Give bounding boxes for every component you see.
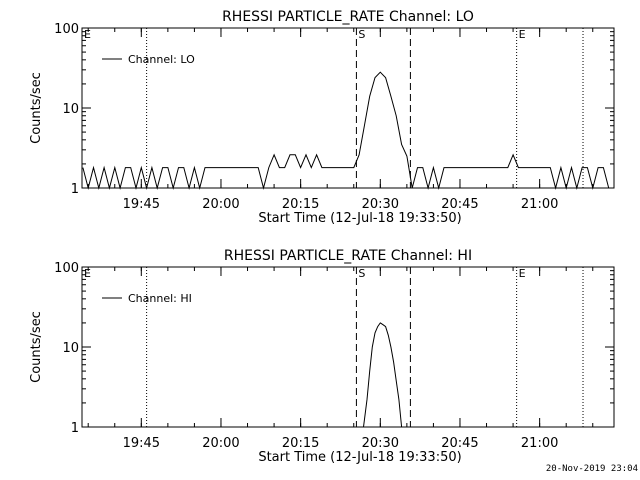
event-marker-label: S: [358, 267, 365, 280]
plot-frame: [81, 27, 615, 189]
y-tick-label: 10: [62, 341, 79, 356]
event-marker-label: E: [84, 267, 91, 280]
plot-frame: [81, 266, 615, 428]
x-tick-label: 20:45: [441, 436, 478, 451]
y-axis-label: Counts/sec: [29, 72, 44, 144]
y-tick-label: 1: [71, 421, 79, 436]
x-tick-label: 20:30: [362, 436, 399, 451]
event-marker-label: S: [358, 28, 365, 41]
chart-title: RHESSI PARTICLE_RATE Channel: LO: [222, 9, 474, 25]
x-axis-label: Start Time (12-Jul-18 19:33:50): [258, 450, 461, 465]
y-tick-label: 10: [62, 102, 79, 117]
y-axis-label: Counts/sec: [29, 311, 44, 383]
event-marker-label: E: [84, 28, 91, 41]
x-tick-label: 19:45: [123, 436, 160, 451]
footer-stamp: 20-Nov-2019 23:04: [545, 464, 638, 474]
x-axis-label: Start Time (12-Jul-18 19:33:50): [258, 211, 461, 226]
x-tick-label: 20:30: [362, 197, 399, 212]
legend-label: Channel: HI: [128, 292, 192, 305]
y-tick-label: 100: [54, 261, 79, 276]
y-tick-label: 1: [71, 182, 79, 197]
event-marker-label: E: [519, 267, 526, 280]
chart-title: RHESSI PARTICLE_RATE Channel: HI: [224, 248, 472, 264]
legend-label: Channel: LO: [128, 53, 195, 66]
x-tick-label: 21:00: [521, 197, 558, 212]
x-tick-label: 20:00: [202, 197, 239, 212]
series-line: [363, 322, 403, 428]
chart-panel-1: RHESSI PARTICLE_RATE Channel: LO 1 10 100 Co…: [29, 9, 615, 226]
y-tick-label: 100: [54, 22, 79, 37]
x-tick-label: 20:00: [202, 436, 239, 451]
series-line: [82, 71, 610, 190]
event-marker-label: E: [519, 28, 526, 41]
x-tick-label: 20:45: [441, 197, 478, 212]
x-tick-label: 20:15: [282, 436, 319, 451]
x-tick-label: 20:15: [282, 197, 319, 212]
chart-panel-2: RHESSI PARTICLE_RATE Channel: HI 1 10 100 Co…: [29, 248, 615, 465]
x-tick-label: 21:00: [521, 436, 558, 451]
x-tick-label: 19:45: [123, 197, 160, 212]
